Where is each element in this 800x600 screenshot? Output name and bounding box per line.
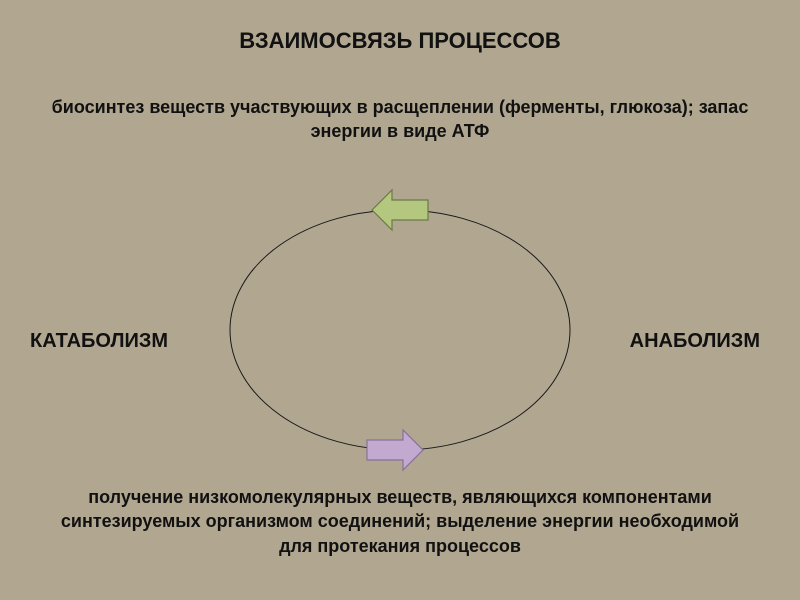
bottom-description: получение низкомолекулярных веществ, явл… xyxy=(50,485,750,558)
arrow-bottom-icon xyxy=(367,430,423,470)
arrow-top-icon xyxy=(372,190,428,230)
right-process-label: АНАБОЛИЗМ xyxy=(630,330,760,353)
left-process-label: КАТАБОЛИЗМ xyxy=(30,330,168,353)
slide-canvas: ВЗАИМОСВЯЗЬ ПРОЦЕССОВ биосинтез веществ … xyxy=(0,0,800,600)
slide-title: ВЗАИМОСВЯЗЬ ПРОЦЕССОВ xyxy=(0,28,800,54)
top-description: биосинтез веществ участвующих в расщепле… xyxy=(40,95,760,144)
cycle-ellipse xyxy=(230,210,570,450)
